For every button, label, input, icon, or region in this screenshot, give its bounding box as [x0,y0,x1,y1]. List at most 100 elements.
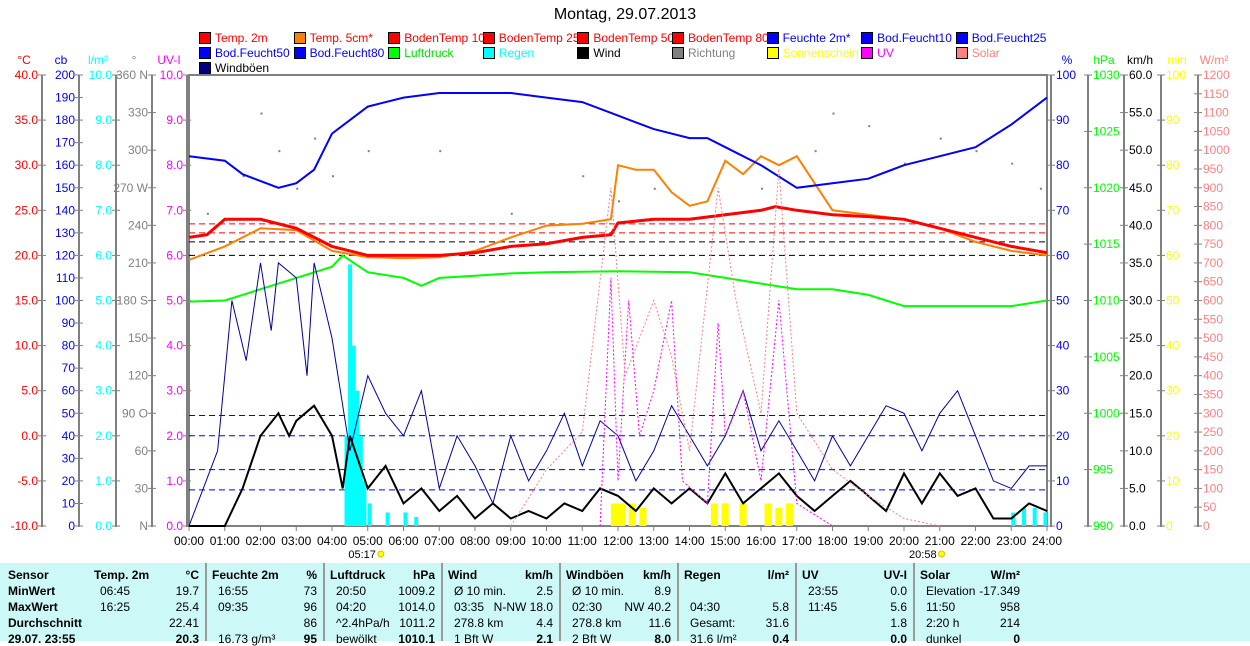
axis-tick-label: 270 W [113,181,148,195]
x-tick-label: 04:00 [317,534,347,548]
legend: Temp. 2m Temp. 5cm* BodenTemp 10 BodenTemp … [199,31,1069,75]
axis-tick-label: 30.0 [1129,294,1153,308]
axis-tick-label: 550 [1203,312,1223,326]
cell-label: 09:35 [218,600,249,614]
cb-axis-unit: cb [55,53,68,67]
axis-tick-label: 70 [1056,203,1070,217]
legend-item: Temp. 2m [199,31,294,45]
cell-value: 20.3 [175,632,199,646]
x-tick-label: 11:00 [568,534,597,548]
section-unit: hPa [412,568,435,582]
column-separator [441,563,443,641]
direction-point [618,200,620,203]
axis-tick-label: 100 [1166,68,1186,82]
x-tick-label: 01:00 [210,534,240,548]
cell-label: 16:25 [100,600,131,614]
axis-tick-label: 90 [62,316,76,330]
legend-label: Wind [593,46,621,60]
x-tick-label: 21:00 [925,534,955,548]
series-temp-5cm- [188,154,1048,261]
axis-tick-label: 8.0 [95,158,112,172]
direction-point [814,150,817,153]
cell-value: 5.6 [890,600,907,614]
column-separator [323,563,325,641]
axis-tick-label: 200 [55,68,75,82]
rain-bar [1032,507,1037,526]
cell-value: 8.0 [654,632,671,646]
cell-value: 1014.0 [398,600,435,614]
sun-icon [377,550,385,558]
series-solar [510,168,940,527]
cell-label: Elevation [926,584,976,598]
section-header: Feuchte 2m [212,568,279,582]
legend-item: Bod.Feucht25 [955,31,1051,45]
axis-tick-label: 0.0 [21,429,38,443]
rain-bar [1011,512,1016,526]
legend-item: Solar [955,46,1051,60]
axis-tick-label: 180 [55,113,75,127]
cell-label: 04:30 [690,600,721,614]
sunshine-bar [739,503,747,526]
axis-tick-label: 15.0 [1129,406,1153,420]
axis-tick-label: 2.0 [166,429,183,443]
direction-point [975,150,978,153]
axis-tick-label: 55.0 [1129,106,1153,120]
section-header: Solar [920,568,951,582]
cell-value: 0 [1013,632,1020,646]
direction-point [832,112,835,115]
cell-value: 1.8 [890,616,907,630]
axis-tick-label: 40 [62,429,76,443]
section-unit: W/m² [990,568,1020,582]
axis-tick-label: 15.0 [15,294,39,308]
cell-value: 8.9 [654,584,671,598]
direction-point [260,112,263,115]
cell-value: 4.4 [536,616,553,630]
rain-bar [1043,512,1048,526]
cell-value: 22.41 [168,616,199,630]
legend-label: Sonnenschein [782,46,859,60]
axis-tick-label: 360 N [116,68,148,82]
axis-tick-label: 150 [1203,463,1223,477]
legend-label: BodenTemp 50 [593,31,675,45]
legend-label: Bod.Feucht25 [971,31,1047,45]
legend-label: Luftdruck [404,46,454,60]
legend-swatch [766,32,779,44]
cell-label: 11:50 [926,600,956,614]
series-wind [189,404,1048,527]
axis-tick-label: 110 [56,271,75,285]
sensor-header: Sensor [8,568,49,582]
axis-tick-label: 8.0 [166,158,183,172]
x-tick-label: 10:00 [531,534,561,548]
sun-axis-unit: min [1167,53,1186,67]
legend-swatch [861,47,874,59]
axis-tick-label: 100 [1203,481,1223,495]
axis-tick-label: 3.0 [95,384,112,398]
axis-tick-label: 20.0 [15,248,39,262]
x-tick-label: 00:00 [174,534,204,548]
x-tick-label: 07:00 [424,534,454,548]
legend-swatch [293,32,306,44]
x-tick-label: 12:00 [603,534,633,548]
x-tick-label: 02:00 [245,534,275,548]
x-tick-label: 05:00 [353,534,383,548]
axis-tick-label: 600 [1203,294,1223,308]
cell-value: 11.6 [648,616,671,630]
axis-tick-label: 90 [1056,113,1070,127]
legend-item: Temp. 5cm* [293,31,389,45]
axis-tick-label: 30 [135,481,149,495]
axis-tick-label: 40 [1056,339,1070,353]
legend-swatch [766,47,779,59]
axis-tick-label: 90 O [122,406,148,420]
axis-tick-label: 30 [1166,384,1180,398]
legend-swatch [388,32,401,44]
axis-tick-label: 5.0 [95,294,112,308]
series-windb-en [188,261,1047,527]
cell-value: 1011.2 [399,616,435,630]
legend-swatch [955,32,968,44]
cell-label: 2:20 h [926,616,960,630]
x-tick-label: 15:00 [710,534,740,548]
plot-area [188,74,1048,527]
axis-tick-label: 25.0 [1129,331,1153,345]
legend-label: Bod.Feucht10 [877,31,952,45]
cell-value: 95 [303,632,317,646]
